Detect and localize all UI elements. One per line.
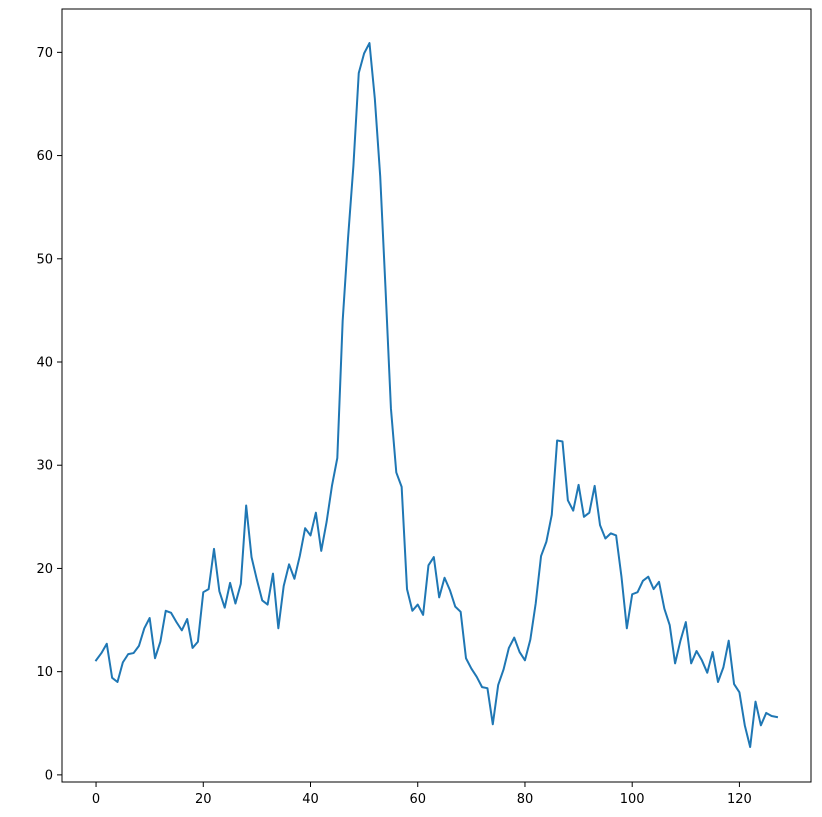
x-tick-label: 40 [302,792,319,807]
y-tick-label: 70 [36,46,53,61]
x-tick-label: 80 [517,792,534,807]
x-tick-label: 120 [727,792,752,807]
y-tick-label: 20 [36,562,53,577]
y-tick-label: 30 [36,459,53,474]
y-tick-label: 40 [36,356,53,371]
x-tick-label: 20 [195,792,212,807]
axes-frame [61,8,812,783]
y-tick-label: 50 [36,252,53,267]
plot-area [94,42,779,749]
x-tick-label: 100 [620,792,645,807]
x-tick-label: 60 [409,792,426,807]
y-tick-label: 10 [36,665,53,680]
y-tick-label: 60 [36,149,53,164]
axes: 0 20 40 60 80 100 120 0 10 20 30 40 50 60 70 [36,8,812,807]
x-tick-label: 0 [92,792,100,807]
y-tick-label: 0 [45,768,53,783]
series-line-1 [94,42,779,749]
